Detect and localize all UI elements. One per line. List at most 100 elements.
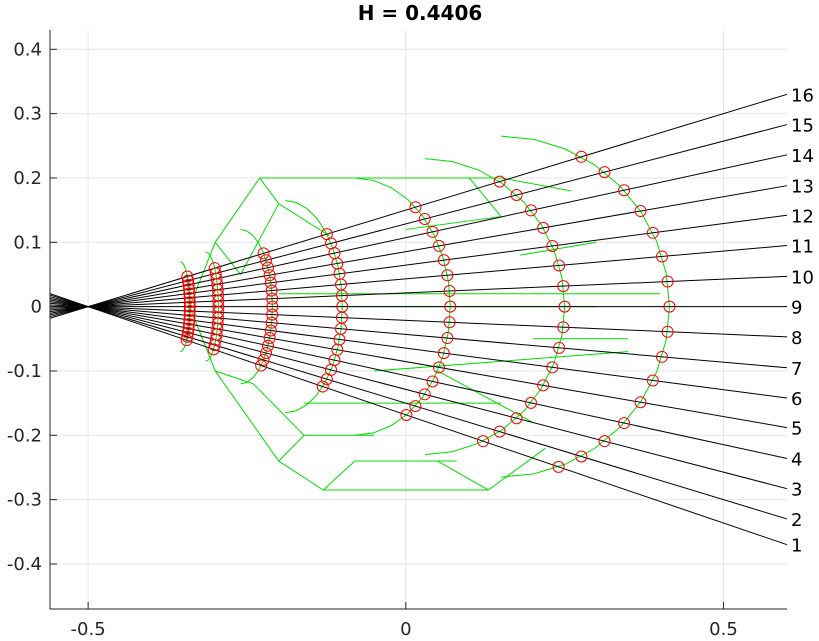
marker — [255, 359, 268, 372]
ray-16 — [49, 93, 788, 319]
marker — [493, 425, 506, 438]
marker — [400, 409, 413, 422]
y-tick-label: 0.3 — [13, 104, 42, 125]
marker — [263, 269, 276, 282]
mesh-edge — [520, 241, 597, 256]
marker — [444, 300, 457, 313]
marker — [537, 379, 550, 392]
ray-label-16: 16 — [791, 85, 814, 106]
marker — [181, 330, 194, 343]
rays — [49, 93, 788, 546]
mesh-edge — [437, 370, 534, 423]
chart-title: H = 0.4406 — [358, 1, 483, 25]
marker — [441, 269, 454, 282]
ray-label-13: 13 — [791, 177, 814, 198]
ray-label-10: 10 — [791, 267, 814, 288]
marker — [426, 375, 439, 388]
y-tick-label: -0.1 — [7, 361, 42, 382]
y-tick-label: -0.4 — [7, 554, 42, 575]
ray-label-7: 7 — [791, 359, 802, 380]
marker — [437, 347, 450, 360]
mesh-edge — [252, 383, 305, 436]
mesh-edge — [501, 177, 572, 192]
marker — [418, 212, 431, 225]
marker — [266, 308, 279, 321]
ray-1 — [49, 293, 788, 546]
tick-labels: 0.4 0.3 0.2 0.1 0 -0.1 -0.2 -0.3 -0.4 -0.5 0 0.5 — [7, 39, 738, 640]
mesh-edge — [240, 203, 280, 275]
ray-11 — [49, 245, 788, 311]
marker — [183, 318, 196, 331]
mesh-edge — [214, 370, 280, 462]
marker — [257, 353, 270, 366]
y-tick-label: 0 — [31, 297, 42, 318]
marker — [546, 239, 559, 252]
marker — [441, 332, 454, 345]
marker — [558, 300, 571, 313]
marker — [598, 166, 611, 179]
marker — [634, 205, 647, 218]
mesh-edge — [468, 177, 502, 217]
mesh-edge — [278, 460, 324, 491]
marker — [443, 284, 456, 297]
marker — [618, 417, 631, 430]
marker — [320, 228, 333, 241]
ray-label-3: 3 — [791, 480, 802, 501]
marker — [265, 316, 278, 329]
ray-label-8: 8 — [791, 328, 802, 349]
y-tick-label: -0.2 — [7, 425, 42, 446]
marker — [264, 324, 277, 337]
marker — [182, 322, 195, 335]
ray-4 — [49, 297, 788, 459]
mesh-edge — [373, 351, 629, 372]
marker — [183, 309, 196, 322]
marker — [663, 300, 676, 313]
marker — [634, 396, 647, 409]
mesh-edge — [437, 460, 489, 491]
ray-label-15: 15 — [791, 116, 814, 137]
mesh-edge — [278, 203, 330, 237]
marker — [510, 189, 523, 202]
mesh-edge — [488, 447, 546, 491]
marker — [656, 350, 669, 363]
ray-3 — [49, 296, 788, 490]
marker — [262, 339, 275, 352]
ray-label-5: 5 — [791, 419, 802, 440]
ray-label-12: 12 — [791, 206, 814, 227]
ray-label-14: 14 — [791, 146, 814, 167]
marker — [183, 291, 196, 304]
marker — [181, 270, 194, 283]
marker — [265, 284, 278, 297]
mesh-edge — [214, 241, 241, 275]
ray-label-11: 11 — [791, 237, 814, 258]
marker — [646, 374, 659, 387]
marker — [443, 316, 456, 329]
marker — [553, 259, 566, 272]
x-tick-label: 0.5 — [709, 619, 738, 640]
marker — [618, 184, 631, 197]
marker — [409, 201, 422, 214]
marker — [557, 280, 570, 293]
y-tick-label: 0.2 — [13, 168, 42, 189]
marker — [575, 150, 588, 163]
ray-label-9: 9 — [791, 298, 802, 319]
marker — [546, 361, 559, 374]
markers — [180, 150, 676, 473]
marker — [661, 275, 674, 288]
marker — [409, 400, 422, 413]
ray-label-6: 6 — [791, 389, 802, 410]
ray-5 — [49, 299, 788, 429]
ray-6 — [49, 301, 788, 399]
marker — [183, 283, 196, 296]
ray-7 — [49, 302, 788, 369]
marker — [661, 325, 674, 338]
marker — [493, 175, 506, 188]
ray-10 — [49, 275, 788, 309]
y-tick-label: 0.4 — [13, 39, 42, 60]
marker — [207, 343, 220, 356]
mesh-edge — [259, 177, 280, 204]
marker — [510, 412, 523, 425]
marker — [183, 287, 196, 300]
ray-12 — [49, 214, 788, 313]
